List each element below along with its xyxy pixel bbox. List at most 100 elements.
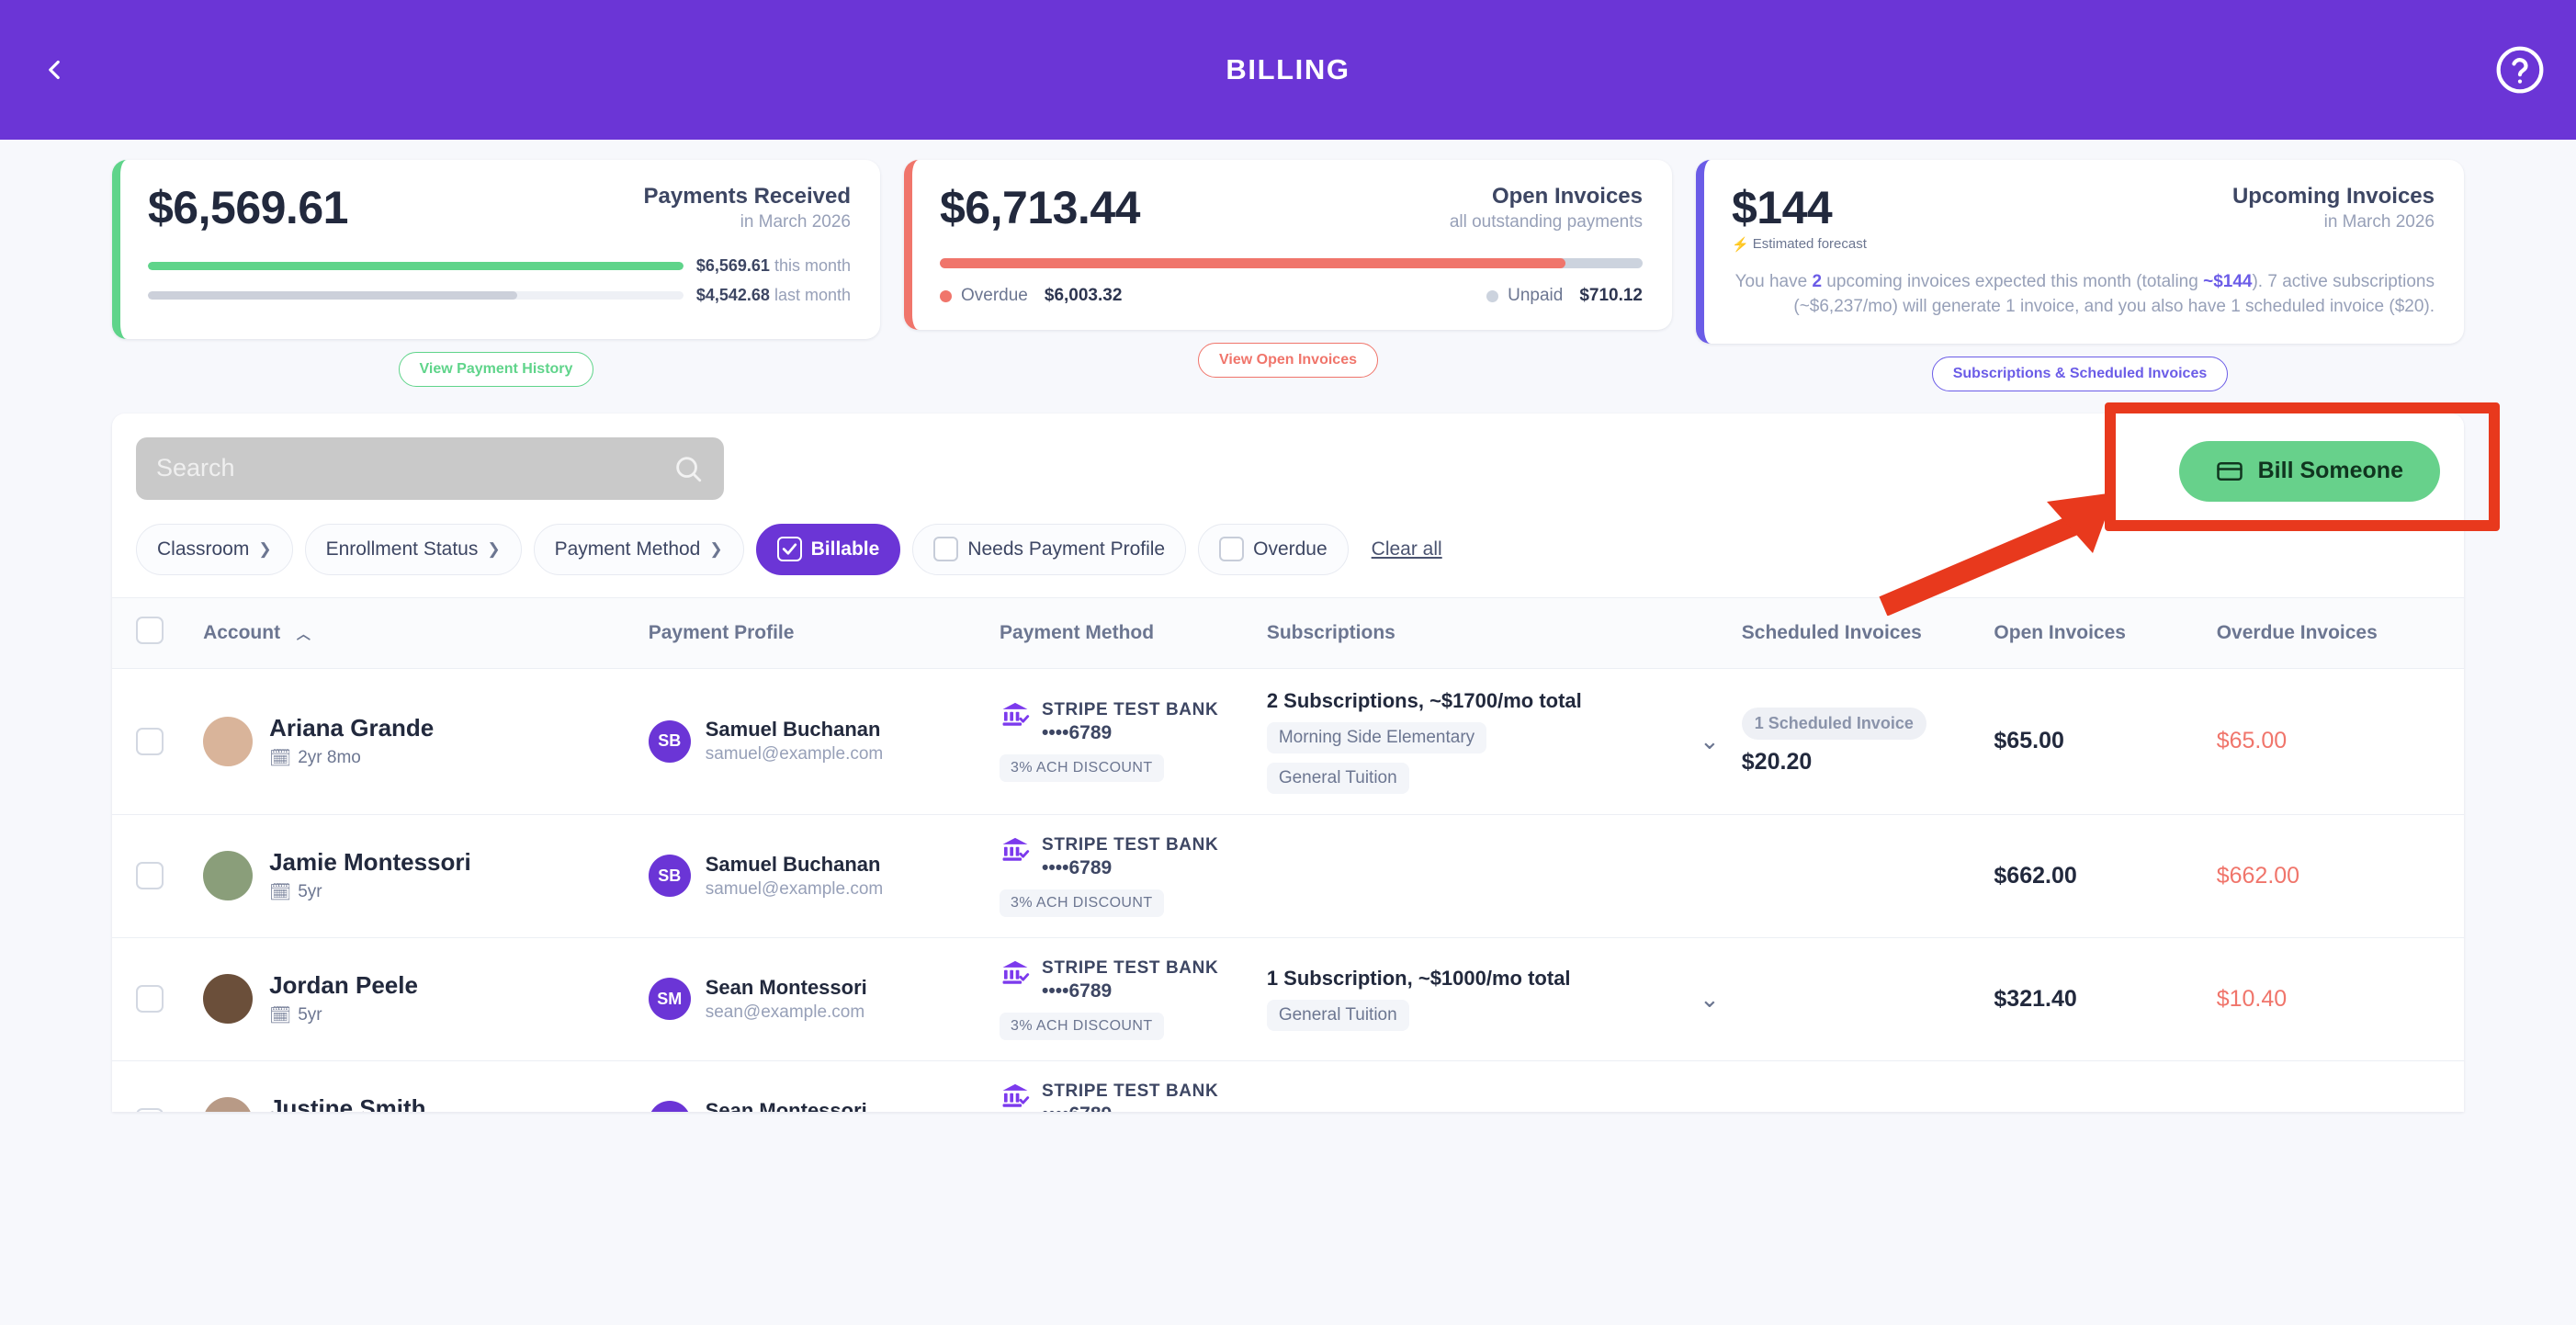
profile-initials-avatar: SM xyxy=(648,978,691,1021)
filter-chip-classroom[interactable]: Classroom ❯ xyxy=(136,523,293,575)
account-age: 🗓 2yr 8mo xyxy=(269,747,361,768)
legend-overdue: Overdue $6,003.32 xyxy=(940,286,1122,306)
column-header-overdue-invoices[interactable]: Overdue Invoices xyxy=(2216,596,2464,669)
expand-subscriptions-chevron-down-icon[interactable]: ⌄ xyxy=(1699,984,1720,1013)
payment-profile-cell: SB Samuel Buchanan samuel@example.com xyxy=(648,814,1000,938)
clear-all-button[interactable]: Clear all xyxy=(1371,538,1442,560)
overdue-checkbox[interactable] xyxy=(1219,537,1245,562)
column-header-subscriptions[interactable]: Subscriptions xyxy=(1266,596,1742,669)
page-title: BILLING xyxy=(1226,53,1350,85)
open-invoices-legend: Overdue $6,003.32 Unpaid $710.12 xyxy=(940,286,1643,306)
profile-initials-avatar: SB xyxy=(648,855,691,898)
scheduled-invoices-cell xyxy=(1741,937,1994,1061)
upcoming-invoices-caption: in March 2026 xyxy=(2323,212,2435,232)
profile-initials-avatar: SM xyxy=(648,1101,691,1112)
payment-profile-cell: SB Samuel Buchanan samuel@example.com xyxy=(648,668,1000,815)
bank-last4: ••••6789 xyxy=(1042,722,1113,744)
column-header-open-invoices[interactable]: Open Invoices xyxy=(1994,596,2217,669)
table-row[interactable]: Jordan Peele 🗓 5yr SM Sean Montessori sean@ex… xyxy=(112,937,2464,1061)
open-invoice-amount: $343.40 xyxy=(1994,1109,2076,1112)
open-invoices-progress-fill xyxy=(940,258,1565,268)
calendar-icon: 🗓 xyxy=(269,883,292,903)
forecast-note: ⚡ Estimated forecast xyxy=(1732,236,1867,253)
subscriptions-scheduled-invoices-button[interactable]: Subscriptions & Scheduled Invoices xyxy=(1931,356,2229,391)
view-open-invoices-button[interactable]: View Open Invoices xyxy=(1198,343,1378,378)
expand-subscriptions-chevron-down-icon[interactable]: ⌄ xyxy=(1699,727,1720,755)
account-name: Ariana Grande xyxy=(269,713,435,742)
needs-payment-profile-checkbox[interactable] xyxy=(933,537,959,562)
column-header-payment-method[interactable]: Payment Method xyxy=(1000,596,1267,669)
open-invoices-label: Open Invoices xyxy=(1491,184,1643,209)
open-invoice-amount: $65.00 xyxy=(1994,728,2064,754)
legend-unpaid-name: Unpaid xyxy=(1508,286,1564,305)
account-age: 🗓 5yr xyxy=(269,1005,322,1026)
sort-ascending-icon: ︿ xyxy=(296,626,311,642)
search-input[interactable] xyxy=(156,454,672,483)
profile-email: samuel@example.com xyxy=(705,878,884,899)
select-all-checkbox[interactable] xyxy=(136,616,164,644)
filter-chip-overdue[interactable]: Overdue xyxy=(1198,523,1349,575)
avatar xyxy=(203,1097,254,1112)
table-row[interactable]: Ariana Grande 🗓 2yr 8mo SB Samuel Buchanan sa… xyxy=(112,668,2464,815)
filter-chip-overdue-label: Overdue xyxy=(1253,538,1328,560)
row-select-cell xyxy=(112,1060,204,1112)
bill-someone-label: Bill Someone xyxy=(2257,458,2403,484)
bar-this-month: $6,569.61 this month xyxy=(148,256,851,276)
filter-chip-enrollment-status[interactable]: Enrollment Status ❯ xyxy=(304,523,522,575)
row-checkbox[interactable] xyxy=(136,727,164,755)
row-select-cell xyxy=(112,668,204,815)
bar-last-month: $4,542.68 last month xyxy=(148,286,851,305)
row-select-cell xyxy=(112,814,204,938)
help-button[interactable] xyxy=(2491,41,2548,98)
avatar xyxy=(203,851,254,901)
row-checkbox[interactable] xyxy=(136,985,164,1014)
sparkle-icon: ⚡ xyxy=(1732,236,1749,253)
account-name: Jordan Peele xyxy=(269,971,418,1000)
profile-initials-avatar: SB xyxy=(648,719,691,763)
legend-unpaid-value: $710.12 xyxy=(1579,286,1643,305)
filter-chip-payment-method-label: Payment Method xyxy=(554,538,701,560)
profile-name: Samuel Buchanan xyxy=(705,852,881,876)
subscriptions-cell xyxy=(1266,814,1742,938)
account-age: 🗓 5yr xyxy=(269,882,322,903)
bank-last4: ••••6789 xyxy=(1042,856,1113,878)
accounts-panel: Bill Someone Classroom ❯ Enrollment Stat… xyxy=(112,413,2464,1112)
payment-method-cell: STRIPE TEST BANK••••6789 3% ACH DISCOUNT xyxy=(1000,937,1267,1061)
row-checkbox[interactable] xyxy=(136,862,164,890)
forecast-description: You have 2 upcoming invoices expected th… xyxy=(1734,271,2435,317)
filter-chip-enrollment-status-label: Enrollment Status xyxy=(325,538,479,560)
bill-someone-button[interactable]: Bill Someone xyxy=(2178,440,2440,502)
table-row[interactable]: Jamie Montessori 🗓 5yr SB Samuel Buchanan sam… xyxy=(112,814,2464,938)
column-header-payment-profile[interactable]: Payment Profile xyxy=(648,596,1000,669)
legend-overdue-name: Overdue xyxy=(961,286,1028,305)
view-payment-history-button[interactable]: View Payment History xyxy=(398,352,594,387)
column-header-scheduled-invoices[interactable]: Scheduled Invoices xyxy=(1741,596,1994,669)
overdue-invoices-cell: $10.40 xyxy=(2216,937,2464,1061)
account-cell: Jordan Peele 🗓 5yr xyxy=(203,937,649,1061)
payment-method-cell: STRIPE TEST BANK••••6789 3% ACH DISCOUNT xyxy=(1000,814,1267,938)
forecast-note-text: Estimated forecast xyxy=(1752,236,1867,252)
calendar-icon: 🗓 xyxy=(269,1006,292,1026)
column-header-account[interactable]: Account ︿ xyxy=(203,596,649,669)
bar-track-last-month xyxy=(148,291,684,300)
filter-chip-billable-label: Billable xyxy=(810,538,880,560)
overdue-invoices-cell: $343.40 xyxy=(2216,1060,2464,1112)
account-cell: Ariana Grande 🗓 2yr 8mo xyxy=(203,668,649,815)
filter-chip-needs-payment-profile[interactable]: Needs Payment Profile xyxy=(912,523,1187,575)
open-invoices-card-wrap: $6,713.44 Open Invoices all outstanding … xyxy=(904,160,1672,391)
row-checkbox[interactable] xyxy=(136,1108,164,1112)
select-all-header xyxy=(112,596,204,669)
filter-chip-payment-method[interactable]: Payment Method ❯ xyxy=(533,523,744,575)
subscription-tag: General Tuition xyxy=(1266,1000,1409,1032)
overdue-invoice-amount: $10.40 xyxy=(2216,985,2288,1012)
avatar xyxy=(203,716,254,766)
back-button[interactable] xyxy=(26,41,83,98)
billable-checkbox[interactable] xyxy=(776,537,802,562)
scheduled-invoice-amount: $20.20 xyxy=(1741,748,1813,775)
scheduled-invoices-cell xyxy=(1741,1060,1994,1112)
filter-chip-billable[interactable]: Billable xyxy=(755,523,901,575)
scheduled-invoices-cell: 1 Scheduled Invoice $20.20 xyxy=(1741,668,1994,815)
search-box[interactable] xyxy=(136,436,724,500)
bank-name: STRIPE TEST BANK xyxy=(1042,700,1219,720)
